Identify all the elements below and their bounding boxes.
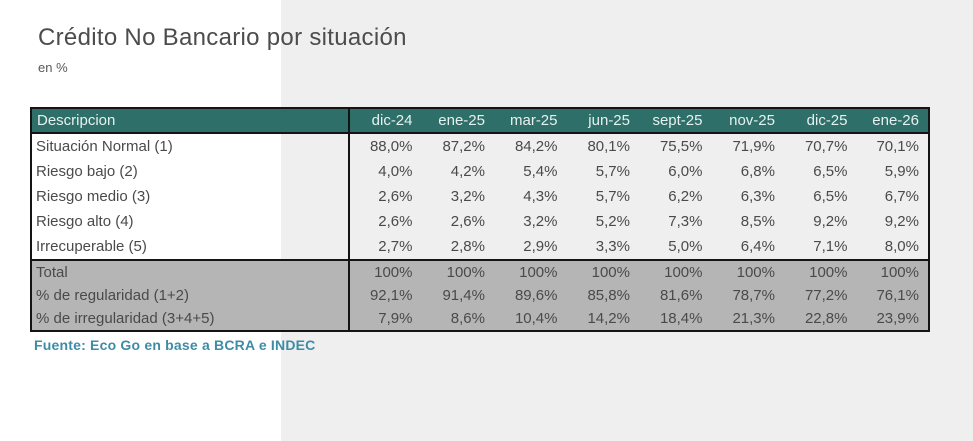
cell: 2,8% [450, 238, 485, 255]
cell: 6,0% [668, 163, 703, 180]
cell: 77,2% [784, 284, 857, 307]
cell: 89,6% [494, 284, 567, 307]
cell: 2,6% [378, 188, 413, 205]
cell: 5,7% [595, 163, 630, 180]
cell: 76,1% [856, 284, 929, 307]
cell: 100% [566, 259, 639, 284]
cell: 5,7% [595, 188, 630, 205]
cell: 4,0% [378, 163, 413, 180]
cell: 6,3% [740, 188, 775, 205]
cell: 8,0% [884, 238, 919, 255]
cell: 10,4% [494, 307, 567, 331]
row-label: Riesgo medio (3) [31, 184, 350, 209]
cell: 91,4% [421, 284, 494, 307]
cell: 4,3% [523, 188, 558, 205]
cell: 23,9% [856, 307, 929, 331]
column-header-dic-24: dic-24 [349, 108, 422, 134]
column-header-sept-25: sept-25 [639, 108, 712, 134]
cell: 8,6% [421, 307, 494, 331]
cell: 22,8% [784, 307, 857, 331]
column-header-descripcion: Descripcion [31, 108, 350, 134]
cell: 85,8% [566, 284, 639, 307]
cell: 75,5% [659, 138, 703, 155]
source-note: Fuente: Eco Go en base a BCRA e INDEC [34, 337, 316, 353]
table-row: Riesgo medio (3) 2,6% 3,2% 4,3% 5,7% 6,2… [31, 184, 929, 209]
cell: 6,5% [813, 188, 848, 205]
cell: 6,4% [740, 238, 775, 255]
column-header-ene-25: ene-25 [421, 108, 494, 134]
cell: 21,3% [711, 307, 784, 331]
cell: 2,9% [523, 238, 558, 255]
cell: 71,9% [732, 138, 775, 155]
cell: 2,6% [450, 213, 485, 230]
row-label: Irrecuperable (5) [31, 234, 350, 260]
cell: 100% [421, 259, 494, 284]
row-label: Riesgo bajo (2) [31, 159, 350, 184]
cell: 9,2% [813, 213, 848, 230]
summary-row: % de regularidad (1+2) 92,1% 91,4% 89,6%… [31, 284, 929, 307]
cell: 8,5% [740, 213, 775, 230]
cell: 3,3% [595, 238, 630, 255]
table-row: Riesgo bajo (2) 4,0% 4,2% 5,4% 5,7% 6,0%… [31, 159, 929, 184]
cell: 5,0% [668, 238, 703, 255]
cell: 7,1% [813, 238, 848, 255]
cell: 100% [784, 259, 857, 284]
table-row: Riesgo alto (4) 2,6% 2,6% 3,2% 5,2% 7,3%… [31, 209, 929, 234]
cell: 70,1% [876, 138, 919, 155]
column-header-jun-25: jun-25 [566, 108, 639, 134]
cell: 92,1% [349, 284, 422, 307]
cell: 6,5% [813, 163, 848, 180]
summary-row: Total 100% 100% 100% 100% 100% 100% 100%… [31, 259, 929, 284]
table-row: Irrecuperable (5) 2,7% 2,8% 2,9% 3,3% 5,… [31, 234, 929, 260]
cell: 5,4% [523, 163, 558, 180]
cell: 100% [639, 259, 712, 284]
column-header-dic-25: dic-25 [784, 108, 857, 134]
credit-table: Descripcion dic-24 ene-25 mar-25 jun-25 … [30, 107, 930, 332]
cell: 6,7% [884, 188, 919, 205]
column-header-ene-26: ene-26 [856, 108, 929, 134]
cell: 80,1% [587, 138, 630, 155]
summary-row: % de irregularidad (3+4+5) 7,9% 8,6% 10,… [31, 307, 929, 331]
cell: 5,2% [595, 213, 630, 230]
page-subtitle: en % [38, 60, 68, 75]
cell: 81,6% [639, 284, 712, 307]
cell: 87,2% [442, 138, 485, 155]
cell: 100% [494, 259, 567, 284]
cell: 9,2% [884, 213, 919, 230]
cell: 100% [711, 259, 784, 284]
cell: 2,6% [378, 213, 413, 230]
row-label: Riesgo alto (4) [31, 209, 350, 234]
cell: 84,2% [514, 138, 558, 155]
cell: 5,9% [884, 163, 919, 180]
cell: 18,4% [639, 307, 712, 331]
cell: 14,2% [566, 307, 639, 331]
cell: 6,2% [668, 188, 703, 205]
cell: 70,7% [804, 138, 848, 155]
cell: 3,2% [523, 213, 558, 230]
row-label: Total [31, 259, 350, 284]
cell: 88,0% [369, 138, 413, 155]
cell: 7,9% [349, 307, 422, 331]
cell: 4,2% [450, 163, 485, 180]
table-header-row: Descripcion dic-24 ene-25 mar-25 jun-25 … [31, 108, 929, 134]
page-title: Crédito No Bancario por situación [38, 24, 407, 51]
column-header-mar-25: mar-25 [494, 108, 567, 134]
cell: 78,7% [711, 284, 784, 307]
cell: 100% [349, 259, 422, 284]
cell: 2,7% [378, 238, 413, 255]
cell: 7,3% [668, 213, 703, 230]
cell: 3,2% [450, 188, 485, 205]
row-label: % de irregularidad (3+4+5) [31, 307, 350, 331]
row-label: Situación Normal (1) [31, 133, 350, 159]
table-row: Situación Normal (1) 88,0% 87,2% 84,2% 8… [31, 133, 929, 159]
column-header-nov-25: nov-25 [711, 108, 784, 134]
row-label: % de regularidad (1+2) [31, 284, 350, 307]
cell: 100% [856, 259, 929, 284]
cell: 6,8% [740, 163, 775, 180]
